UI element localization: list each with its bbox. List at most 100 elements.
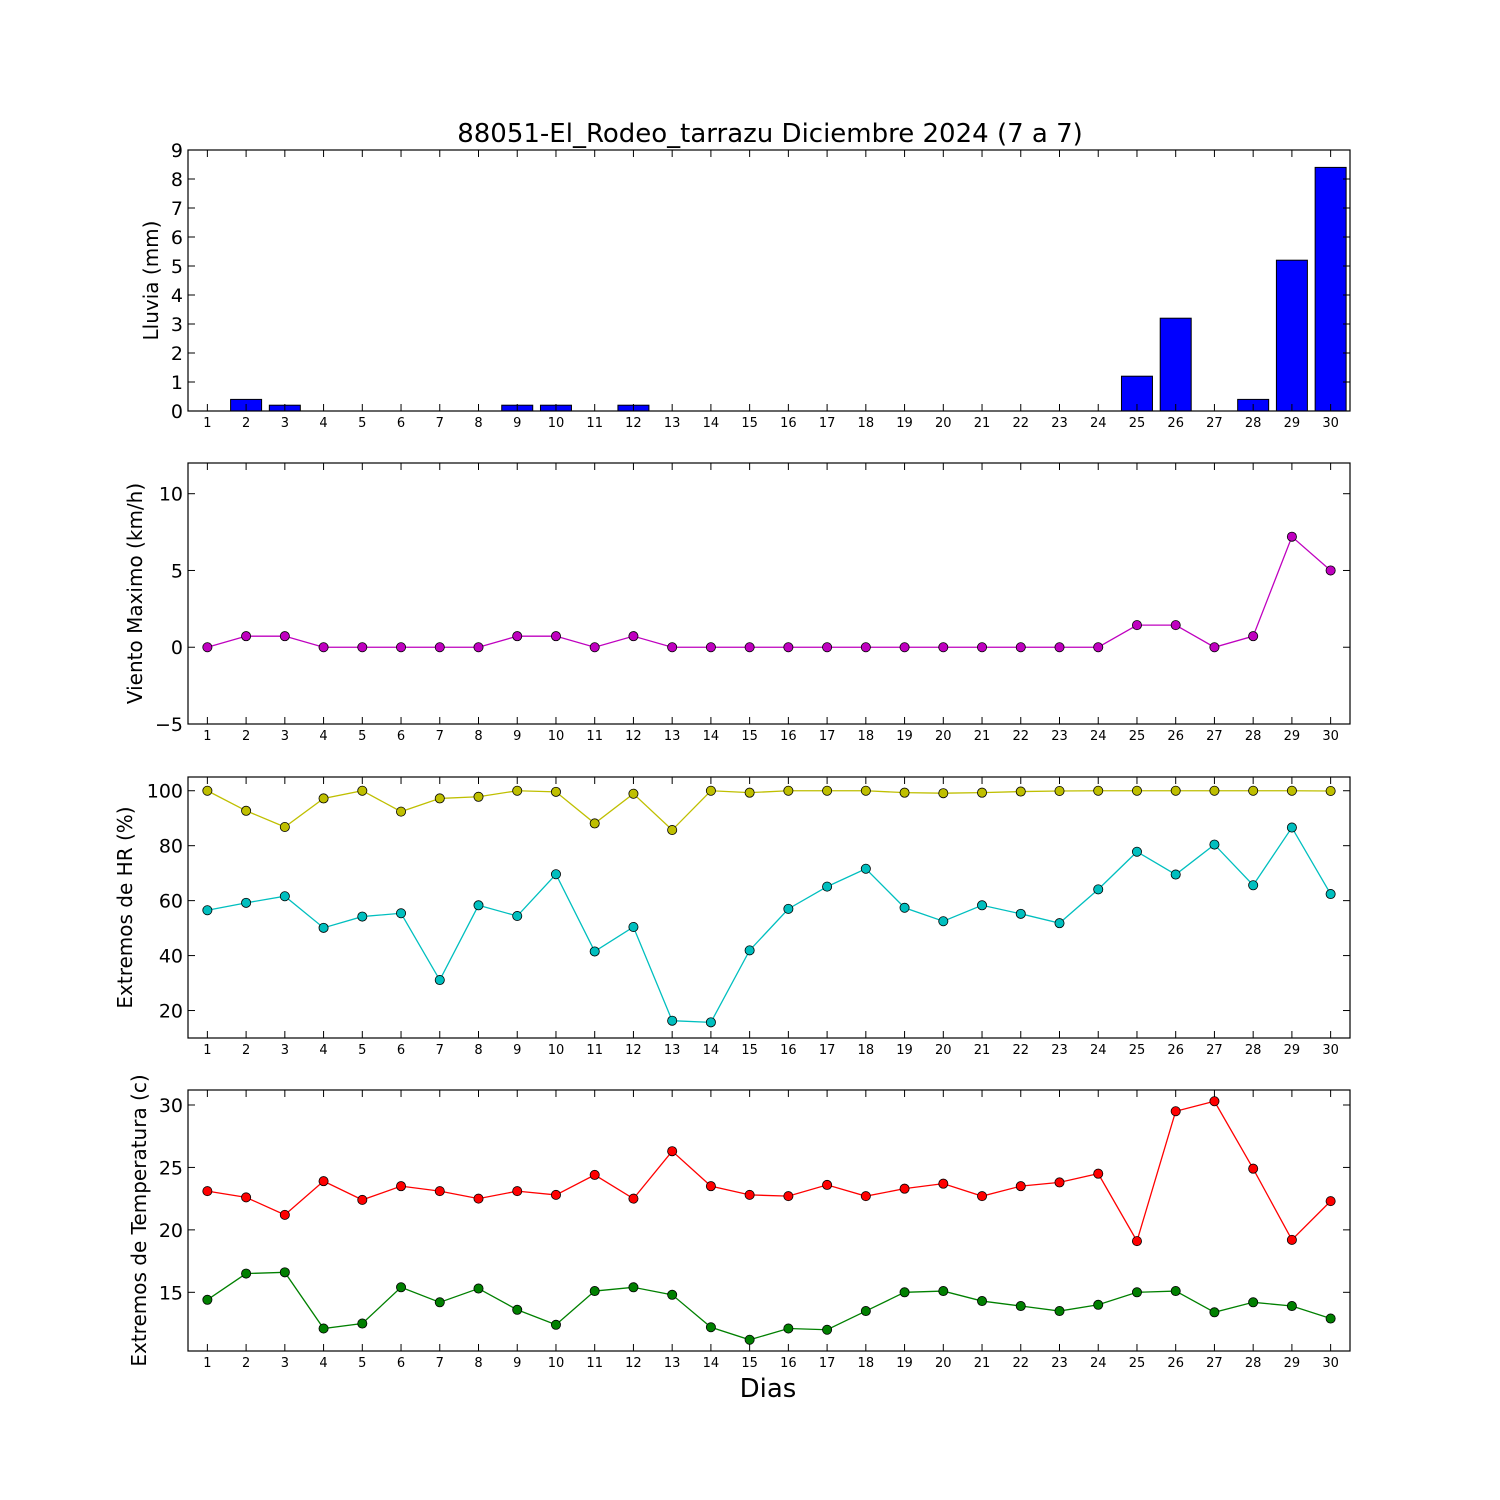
x-tick-label: 11 xyxy=(586,1356,603,1371)
point-s2-11 xyxy=(589,946,600,957)
point-s1-28 xyxy=(1248,785,1259,796)
point-s1-30 xyxy=(1325,565,1336,576)
x-tick-label: 30 xyxy=(1322,416,1339,431)
x-tick-label: 21 xyxy=(974,1043,991,1058)
point-s2-30 xyxy=(1325,1313,1336,1324)
x-tick-label: 11 xyxy=(586,729,603,744)
point-s1-12 xyxy=(628,1193,639,1204)
x-tick-label: 10 xyxy=(548,729,565,744)
point-s1-5 xyxy=(357,642,368,653)
point-s1-16 xyxy=(783,642,794,653)
x-tick-label: 1 xyxy=(203,416,211,431)
x-tick-label: 22 xyxy=(1012,1043,1029,1058)
x-tick-label: 1 xyxy=(203,729,211,744)
series-line-2 xyxy=(207,826,1332,1024)
point-s1-25 xyxy=(1131,620,1142,631)
x-tick-label: 5 xyxy=(358,1043,366,1058)
point-s2-6 xyxy=(396,1282,407,1293)
point-s1-8 xyxy=(473,791,484,802)
point-s2-12 xyxy=(628,922,639,933)
y-tick-label: 4 xyxy=(171,285,183,307)
x-tick-label: 8 xyxy=(474,1356,482,1371)
x-tick-label: 13 xyxy=(664,729,681,744)
point-s1-13 xyxy=(667,642,678,653)
x-tick-label: 20 xyxy=(935,1043,952,1058)
x-tick-label: 22 xyxy=(1012,1356,1029,1371)
x-tick-label: 20 xyxy=(935,1356,952,1371)
point-s2-16 xyxy=(783,903,794,914)
x-tick-label: 9 xyxy=(513,1356,521,1371)
x-tick-label: 16 xyxy=(780,1356,797,1371)
point-s2-24 xyxy=(1093,884,1104,895)
x-tick-label: 20 xyxy=(935,729,952,744)
y-tick-label: 100 xyxy=(147,781,183,803)
x-tick-label: 3 xyxy=(281,1356,289,1371)
y-tick-label: 15 xyxy=(159,1282,183,1304)
point-s2-30 xyxy=(1325,889,1336,900)
x-tick-label: 9 xyxy=(513,1043,521,1058)
point-s1-7 xyxy=(434,642,445,653)
x-tick-label: 6 xyxy=(397,1043,405,1058)
point-s2-23 xyxy=(1054,918,1065,929)
point-s2-29 xyxy=(1286,822,1297,833)
point-s1-5 xyxy=(357,1194,368,1205)
point-s2-16 xyxy=(783,1323,794,1334)
point-s1-8 xyxy=(473,1193,484,1204)
x-tick-label: 13 xyxy=(664,1043,681,1058)
x-tick-label: 25 xyxy=(1129,416,1146,431)
x-tick-label: 14 xyxy=(703,729,720,744)
point-s1-9 xyxy=(512,631,523,642)
x-tick-label: 14 xyxy=(703,1356,720,1371)
x-tick-label: 4 xyxy=(319,729,327,744)
point-s1-3 xyxy=(279,631,290,642)
x-tick-label: 28 xyxy=(1245,729,1262,744)
point-s2-19 xyxy=(899,1287,910,1298)
x-tick-label: 16 xyxy=(780,416,797,431)
point-s2-24 xyxy=(1093,1299,1104,1310)
x-tick-label: 24 xyxy=(1090,729,1107,744)
point-s2-26 xyxy=(1170,1286,1181,1297)
point-s1-24 xyxy=(1093,642,1104,653)
point-s1-4 xyxy=(318,642,329,653)
x-tick-label: 29 xyxy=(1284,729,1301,744)
x-tick-label: 15 xyxy=(741,729,758,744)
point-s2-13 xyxy=(667,1015,678,1026)
x-tick-label: 17 xyxy=(819,729,836,744)
x-tick-label: 12 xyxy=(625,1043,642,1058)
x-tick-label: 1 xyxy=(203,1043,211,1058)
x-tick-label: 29 xyxy=(1284,1356,1301,1371)
point-s1-20 xyxy=(938,1178,949,1189)
point-s1-16 xyxy=(783,785,794,796)
x-tick-label: 13 xyxy=(664,416,681,431)
point-s1-29 xyxy=(1286,1234,1297,1245)
point-s2-22 xyxy=(1015,908,1026,919)
x-tick-label: 18 xyxy=(858,416,875,431)
x-tick-label: 7 xyxy=(436,416,444,431)
x-tick-label: 25 xyxy=(1129,1043,1146,1058)
point-s1-1 xyxy=(202,642,213,653)
x-tick-label: 26 xyxy=(1167,416,1184,431)
x-tick-label: 18 xyxy=(858,729,875,744)
point-s1-30 xyxy=(1325,786,1336,797)
point-s2-13 xyxy=(667,1289,678,1300)
x-tick-label: 23 xyxy=(1051,1356,1068,1371)
point-s2-25 xyxy=(1131,1287,1142,1298)
point-s1-19 xyxy=(899,1183,910,1194)
point-s1-21 xyxy=(977,787,988,798)
y-tick-label: 60 xyxy=(159,891,183,913)
point-s1-18 xyxy=(860,1191,871,1202)
point-s1-17 xyxy=(822,642,833,653)
point-s2-5 xyxy=(357,1318,368,1329)
x-tick-label: 8 xyxy=(474,1043,482,1058)
x-tick-label: 28 xyxy=(1245,416,1262,431)
point-s2-5 xyxy=(357,911,368,922)
point-s1-10 xyxy=(550,786,561,797)
x-tick-label: 16 xyxy=(780,729,797,744)
x-tick-label: 17 xyxy=(819,1356,836,1371)
point-s2-7 xyxy=(434,1297,445,1308)
point-s1-1 xyxy=(202,1186,213,1197)
x-axis-label: Dias xyxy=(740,1374,797,1404)
